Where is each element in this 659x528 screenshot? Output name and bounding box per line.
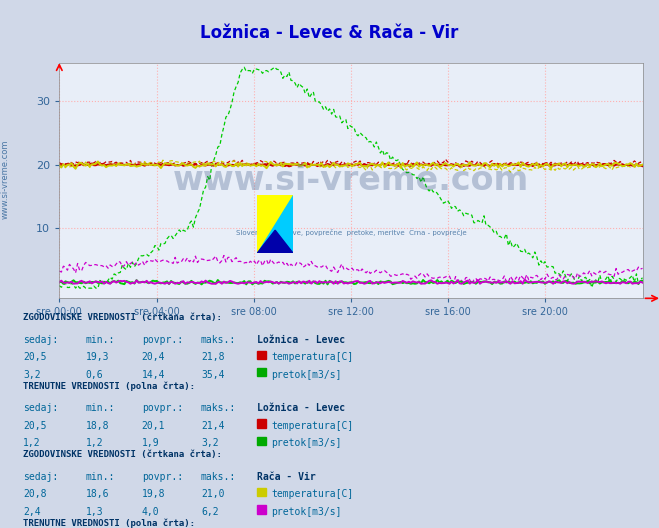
Text: 14,4: 14,4 [142,370,165,380]
Text: Ložnica - Levec & Rača - Vir: Ložnica - Levec & Rača - Vir [200,24,459,42]
Text: ZGODOVINSKE VREDNOSTI (črtkana črta):: ZGODOVINSKE VREDNOSTI (črtkana črta): [23,450,222,459]
Text: 35,4: 35,4 [201,370,225,380]
Text: 4,0: 4,0 [142,507,159,517]
Text: 18,8: 18,8 [86,421,109,431]
Text: 19,3: 19,3 [86,352,109,362]
Text: www.si-vreme.com: www.si-vreme.com [1,140,10,219]
Text: temperatura[C]: temperatura[C] [272,489,354,499]
Text: 18,6: 18,6 [86,489,109,499]
Text: 1,2: 1,2 [86,438,103,448]
Text: povpr.:: povpr.: [142,472,183,482]
Text: 20,4: 20,4 [142,352,165,362]
Text: pretok[m3/s]: pretok[m3/s] [272,438,342,448]
Text: 20,1: 20,1 [142,421,165,431]
Text: sedaj:: sedaj: [23,472,58,482]
Text: 1,2: 1,2 [23,438,41,448]
Text: 0,6: 0,6 [86,370,103,380]
Text: 21,8: 21,8 [201,352,225,362]
Text: sedaj:: sedaj: [23,335,58,345]
Text: maks.:: maks.: [201,472,236,482]
Text: 19,8: 19,8 [142,489,165,499]
Text: 1,9: 1,9 [142,438,159,448]
Text: maks.:: maks.: [201,403,236,413]
Text: TRENUTNE VREDNOSTI (polna črta):: TRENUTNE VREDNOSTI (polna črta): [23,381,195,391]
Text: Rača - Vir: Rača - Vir [257,472,316,482]
Text: maks.:: maks.: [201,335,236,345]
Text: pretok[m3/s]: pretok[m3/s] [272,507,342,517]
Text: Slovenija / Meritve, povprečne  pretoke, meritve  Črna - povprečje: Slovenija / Meritve, povprečne pretoke, … [236,229,466,237]
Text: povpr.:: povpr.: [142,403,183,413]
Text: 21,0: 21,0 [201,489,225,499]
Text: Ložnica - Levec: Ložnica - Levec [257,335,345,345]
Text: 2,4: 2,4 [23,507,41,517]
Text: 20,5: 20,5 [23,421,47,431]
Text: temperatura[C]: temperatura[C] [272,421,354,431]
Text: Ložnica - Levec: Ložnica - Levec [257,403,345,413]
Text: 21,4: 21,4 [201,421,225,431]
Text: TRENUTNE VREDNOSTI (polna črta):: TRENUTNE VREDNOSTI (polna črta): [23,518,195,528]
Polygon shape [257,195,293,253]
Text: pretok[m3/s]: pretok[m3/s] [272,370,342,380]
Polygon shape [257,195,293,253]
Text: 20,8: 20,8 [23,489,47,499]
Text: 6,2: 6,2 [201,507,219,517]
Text: 1,3: 1,3 [86,507,103,517]
Polygon shape [257,230,293,253]
Text: temperatura[C]: temperatura[C] [272,352,354,362]
Text: povpr.:: povpr.: [142,335,183,345]
Text: ZGODOVINSKE VREDNOSTI (črtkana črta):: ZGODOVINSKE VREDNOSTI (črtkana črta): [23,313,222,322]
Text: sedaj:: sedaj: [23,403,58,413]
Text: www.si-vreme.com: www.si-vreme.com [173,164,529,197]
Text: 20,5: 20,5 [23,352,47,362]
Text: 3,2: 3,2 [23,370,41,380]
Text: 3,2: 3,2 [201,438,219,448]
Text: min.:: min.: [86,403,115,413]
Text: min.:: min.: [86,472,115,482]
Text: min.:: min.: [86,335,115,345]
